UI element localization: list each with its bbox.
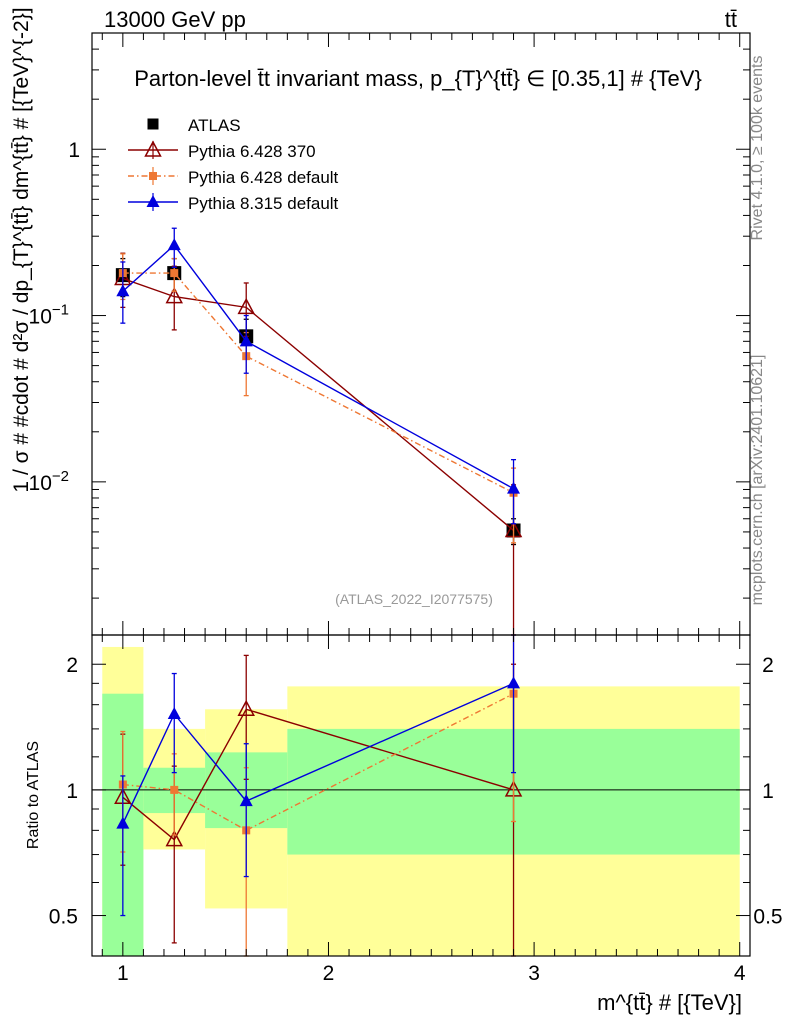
data-point-pythia-6-428-default <box>170 269 179 278</box>
legend-marker-atlas <box>147 118 159 130</box>
ratio-ytick-label-right: 2 <box>762 654 774 677</box>
ratio-point-pythia-8-315-default <box>167 706 181 719</box>
ratio-point-pythia-6-428-default <box>170 785 179 794</box>
main-ylabel: 1 / σ # #cdot # d²σ / dp_{T}^{tt̄} dm^{t… <box>10 7 33 492</box>
ratio-point-pythia-8-315-default <box>507 676 521 689</box>
legend-label-pythia-6-428-default: Pythia 6.428 default <box>188 168 339 187</box>
legend-marker-pythia-8-315-default <box>146 195 160 207</box>
ratio-frame <box>91 634 751 957</box>
ratio-point-pythia-6-428-370 <box>237 699 255 717</box>
header-right: tt̄ <box>725 7 737 32</box>
ratio-xtick-label: 2 <box>323 962 335 985</box>
ratio-line-pythia-6-428-370 <box>122 708 514 841</box>
series-line-pythia-6-428-default <box>122 272 514 494</box>
ratio-ytick-label: 0.5 <box>49 906 78 929</box>
series-line-pythia-6-428-370 <box>122 277 514 532</box>
ratio-point-pythia-8-315-default <box>116 816 130 829</box>
watermark: (ATLAS_2022_I2077575) <box>335 591 493 607</box>
main-ytick-label: 10−1 <box>29 302 69 329</box>
main-ytick-label: 1 <box>68 139 80 162</box>
data-point-pythia-8-315-default <box>116 284 130 297</box>
data-point-pythia-8-315-default <box>507 481 521 494</box>
ratio-ytick-label-right: 0.5 <box>753 906 782 929</box>
data-point-pythia-6-428-370 <box>165 287 184 304</box>
xlabel: m^{tt̄} # [{TeV}] <box>597 990 742 1015</box>
ratio-line-pythia-6-428-default <box>122 693 514 832</box>
ratio-ylabel: Ratio to ATLAS <box>25 741 42 849</box>
ratio-xtick-label: 1 <box>117 962 129 985</box>
legend-marker-pythia-6-428-370 <box>144 140 162 157</box>
ratio-line-pythia-8-315-default <box>122 682 514 824</box>
data-point-pythia-8-315-default <box>167 238 181 251</box>
legend-label-pythia-6-428-370: Pythia 6.428 370 <box>188 142 316 161</box>
ratio-ytick-label: 2 <box>66 654 78 677</box>
ratio-xtick-label: 4 <box>734 962 746 985</box>
series-line-pythia-8-315-default <box>122 244 514 490</box>
legend-label-atlas: ATLAS <box>188 116 241 135</box>
data-point-pythia-6-428-370 <box>237 297 255 315</box>
ratio-ytick-label: 1 <box>66 780 78 803</box>
legend-marker-pythia-6-428-default <box>149 172 157 180</box>
data-point-pythia-8-315-default <box>239 334 253 347</box>
mcplots-label: mcplots.cern.ch [arXiv:2401.10621] <box>749 355 766 606</box>
header-left: 13000 GeV pp <box>104 7 246 32</box>
ratio-xtick-label: 3 <box>528 962 540 985</box>
ratio-ytick-label-right: 1 <box>762 780 774 803</box>
rivet-label: Rivet 4.1.0, ≥ 100k events <box>749 56 766 241</box>
ratio-point-pythia-6-428-370 <box>165 830 184 847</box>
ratio-point-pythia-8-315-default <box>239 794 253 807</box>
chart-title: Parton-level t̄t invariant mass, p_{T}^{… <box>134 66 702 91</box>
main-ytick-label: 10−2 <box>29 468 69 495</box>
legend-label-pythia-8-315-default: Pythia 8.315 default <box>188 194 339 213</box>
